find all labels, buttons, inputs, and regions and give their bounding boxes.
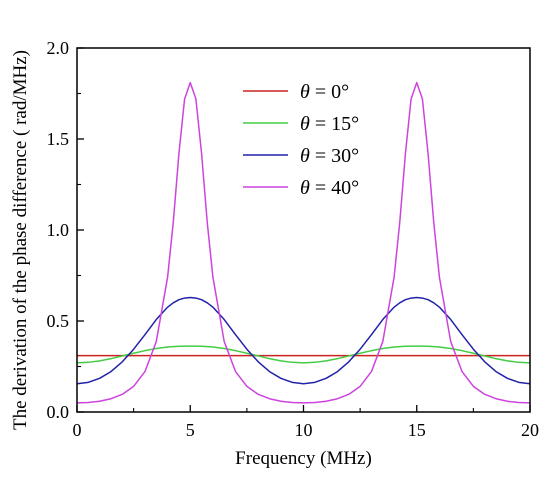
legend-value: = 15° bbox=[310, 113, 359, 135]
series-line-1 bbox=[76, 345, 531, 364]
x-tick-label: 5 bbox=[186, 420, 195, 440]
legend-label-0: θ = 0° bbox=[300, 81, 349, 103]
y-tick-label: 0.0 bbox=[47, 402, 70, 422]
x-axis-label: Frequency (MHz) bbox=[235, 448, 372, 469]
legend-symbol: θ bbox=[300, 177, 310, 199]
series-line-2 bbox=[76, 296, 531, 385]
y-tick-label: 0.5 bbox=[47, 311, 70, 331]
y-tick-label: 1.5 bbox=[47, 129, 70, 149]
x-tick-label: 10 bbox=[295, 420, 313, 440]
legend-symbol: θ bbox=[300, 113, 310, 135]
legend-value: = 30° bbox=[310, 145, 359, 167]
x-tick-label: 15 bbox=[408, 420, 426, 440]
x-tick-label: 0 bbox=[73, 420, 82, 440]
series-layer bbox=[76, 81, 531, 404]
ticks-layer: 0 5 10 15 20 0.0 0.5 1.0 1.5 2.0 bbox=[47, 38, 540, 440]
legend-label-1: θ = 15° bbox=[300, 113, 359, 135]
legend-symbol: θ bbox=[300, 145, 310, 167]
legend-value: = 0° bbox=[310, 81, 349, 103]
legend-value: = 40° bbox=[310, 177, 359, 199]
y-axis-label: The derivation of the phase difference (… bbox=[10, 50, 31, 430]
legend-label-3: θ = 40° bbox=[300, 177, 359, 199]
legend: θ = 0°θ = 15°θ = 30°θ = 40° bbox=[243, 81, 359, 199]
legend-label-2: θ = 30° bbox=[300, 145, 359, 167]
y-tick-label: 1.0 bbox=[47, 220, 70, 240]
y-tick-label: 2.0 bbox=[47, 38, 70, 58]
legend-symbol: θ bbox=[300, 81, 310, 103]
x-tick-label: 20 bbox=[521, 420, 539, 440]
series-line-3 bbox=[76, 81, 531, 404]
